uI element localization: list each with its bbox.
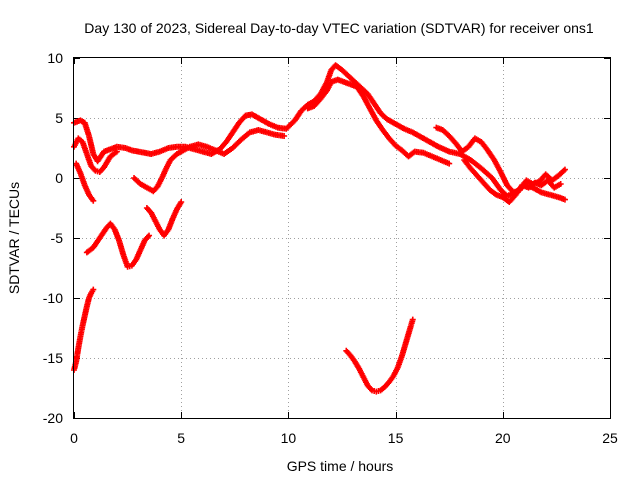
y-tick-label: -5 [51,230,64,246]
x-axis-label: GPS time / hours [287,458,394,474]
data-point [146,232,153,239]
series-arc-i [304,76,453,167]
data-points [71,62,568,395]
series-arc-a [71,62,568,203]
plot-frame [73,57,611,419]
data-point [561,196,568,203]
series-arc-e [83,220,153,270]
x-tick-label: 25 [602,430,618,446]
series-arc-g [71,286,97,373]
data-point [113,148,120,155]
grid [74,58,610,418]
data-point [178,199,185,205]
x-tick-label: 5 [177,430,185,446]
y-tick-label: 10 [47,50,63,66]
axes: 0 5 10 15 20 25 -20 -15 -10 -5 0 5 10 [43,50,618,446]
series-arc-c [73,160,97,204]
series-arc-k [461,157,564,205]
x-tick-label: 20 [495,430,511,446]
x-tick-label: 0 [70,430,78,446]
y-tick-label: -10 [43,290,63,306]
data-point [446,160,453,167]
y-axis-label: SDTVAR / TECUs [6,182,22,294]
series-arc-h [343,316,416,395]
series-arc-b [71,135,120,175]
data-point [90,286,97,293]
y-tick-label: -15 [43,350,63,366]
series-arc-f [143,199,185,239]
y-tick-label: 5 [55,110,63,126]
series-arc-d [131,127,288,195]
chart-title: Day 130 of 2023, Sidereal Day-to-day VTE… [84,20,594,36]
data-point [90,197,97,204]
data-point [367,386,374,393]
data-point [409,316,416,323]
y-tick-label: -20 [43,410,63,426]
data-point [557,181,564,187]
y-tick-label: 0 [55,170,63,186]
x-tick-label: 15 [388,430,404,446]
data-point [281,133,288,139]
x-tick-label: 10 [281,430,297,446]
series-arc-j [433,124,568,196]
data-point [561,166,568,173]
